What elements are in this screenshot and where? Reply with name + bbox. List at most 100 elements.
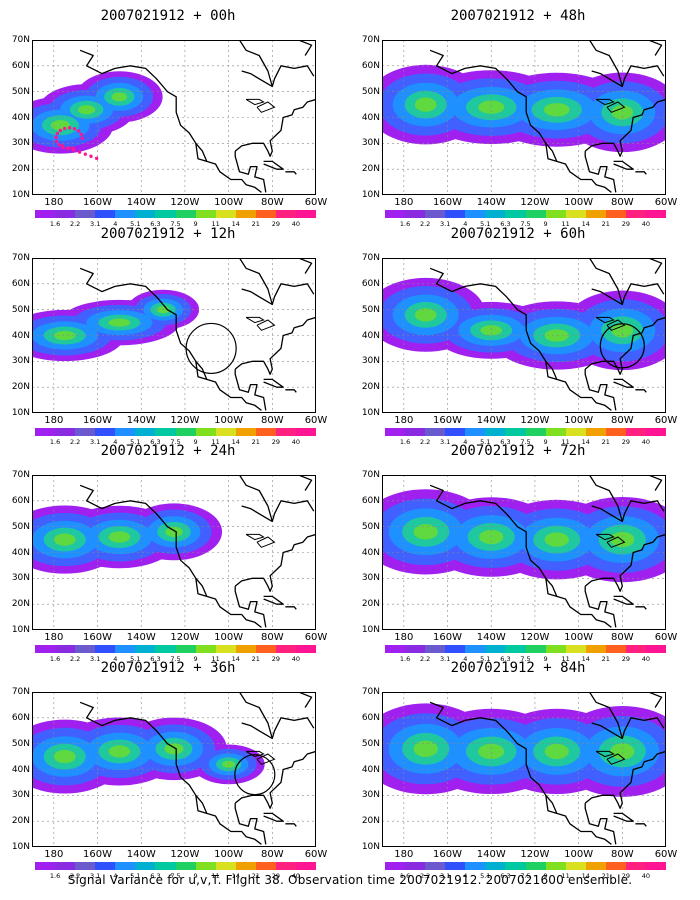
- longitude-tick-label: 140W: [476, 632, 506, 643]
- longitude-tick-label: 120W: [170, 849, 200, 860]
- colorbar-swatch: [565, 645, 586, 653]
- colorbar-level-label: 9: [193, 655, 198, 663]
- colorbar-level-label: 21: [251, 438, 260, 446]
- colorbar-level-label: 3.1: [440, 872, 451, 880]
- colorbar-swatch: [445, 862, 466, 870]
- colorbar-swatch: [505, 210, 526, 218]
- colorbar-level-label: 40: [641, 655, 651, 663]
- longitude-tick-label: 160W: [83, 197, 113, 208]
- forecast-panel: 2007021912 + 24h 70N 60N 50N 40N 30N 20N 10N 180…: [0, 443, 336, 663]
- longitude-tick-label: 140W: [126, 849, 156, 860]
- panel-title: 2007021912 + 24h: [100, 443, 236, 459]
- colorbar-level-label: 4: [113, 438, 118, 446]
- longitude-tick-label: 100W: [214, 849, 244, 860]
- colorbar-swatch: [275, 645, 297, 653]
- longitude-tick-label: 120W: [520, 197, 550, 208]
- longitude-tick-label: 100W: [214, 632, 244, 643]
- colorbar-level-label: 21: [251, 872, 260, 880]
- latitude-tick-label: 30N: [11, 356, 30, 367]
- colorbar-swatch: [405, 862, 426, 870]
- colorbar-swatch: [155, 645, 176, 653]
- map-plot: [32, 692, 316, 847]
- colorbar-level-label: 2.2: [69, 655, 81, 663]
- longitude-tick-label: 80W: [260, 197, 284, 208]
- latitude-tick-label: 60N: [11, 495, 30, 506]
- colorbar-swatch: [55, 645, 76, 653]
- target-area-circle: [599, 323, 645, 369]
- coastline: [429, 475, 666, 628]
- map-plot: [32, 40, 316, 195]
- colorbar-level-label: 7.5: [170, 220, 181, 228]
- colorbar-level-label: 11: [561, 872, 570, 880]
- colorbar-level-label: 9: [193, 220, 198, 228]
- colorbar-level-label: 7.5: [170, 872, 181, 880]
- colorbar-swatch: [585, 645, 606, 653]
- colorbar-level-label: 2.2: [69, 872, 81, 880]
- variance-contour-fill: [53, 526, 183, 546]
- panel-title: 2007021912 + 36h: [100, 660, 236, 676]
- colorbar-swatch: [195, 645, 216, 653]
- colorbar-swatch: [95, 428, 116, 436]
- colorbar-swatch: [35, 210, 56, 218]
- coastline: [79, 258, 316, 411]
- colorbar-level-label: 7.5: [520, 438, 531, 446]
- latitude-tick-label: 20N: [11, 382, 30, 393]
- colorbar-level-label: 3.1: [90, 655, 101, 663]
- colorbar-level-label: 29: [271, 872, 280, 880]
- colorbar-swatch: [405, 210, 426, 218]
- colorbar-level-label: 21: [601, 220, 610, 228]
- colorbar-swatch: [95, 645, 116, 653]
- colorbar-level-label: 40: [641, 872, 651, 880]
- graticule: [32, 692, 316, 847]
- longitude-tick-label: 180: [44, 415, 64, 426]
- colorbar-swatch: [55, 428, 76, 436]
- colorbar-level-label: 1.6: [399, 655, 411, 663]
- longitude-tick-label: 60W: [654, 632, 678, 643]
- colorbar-swatch: [255, 428, 276, 436]
- colorbar-level-label: 11: [561, 438, 570, 446]
- colorbar-swatch: [135, 428, 156, 436]
- colorbar: [35, 428, 317, 436]
- longitude-tick-label: 180: [44, 632, 64, 643]
- colorbar-swatch: [605, 210, 626, 218]
- colorbar-level-label: 4: [463, 438, 468, 446]
- longitude-tick-label: 80W: [260, 632, 284, 643]
- latitude-tick-label: 10N: [11, 408, 30, 418]
- colorbar-swatch: [605, 645, 626, 653]
- latitude-tick-label: 70N: [11, 687, 30, 697]
- colorbar-level-label: 29: [621, 872, 630, 880]
- longitude-tick-label: 180: [394, 197, 414, 208]
- latitude-tick-label: 20N: [11, 816, 30, 827]
- latitude-tick-label: 30N: [361, 790, 380, 801]
- colorbar-swatch: [485, 428, 506, 436]
- colorbar-level-label: 1.6: [399, 872, 411, 880]
- colorbar-swatch: [296, 210, 317, 218]
- colorbar-level-label: 5.1: [130, 655, 141, 663]
- colorbar-level-label: 9: [543, 220, 548, 228]
- map-frame: [382, 692, 666, 847]
- colorbar-level-label: 2.2: [419, 872, 431, 880]
- longitude-tick-label: 180: [394, 632, 414, 643]
- colorbar-swatch: [525, 862, 546, 870]
- longitude-tick-label: 160W: [83, 632, 113, 643]
- colorbar-level-label: 2.2: [69, 220, 81, 228]
- colorbar-swatch: [75, 862, 96, 870]
- colorbar-swatch: [296, 428, 317, 436]
- latitude-tick-label: 50N: [361, 521, 380, 532]
- colorbar-level-label: 3.1: [440, 220, 451, 228]
- latitude-tick-label: 20N: [361, 382, 380, 393]
- colorbar-swatch: [646, 428, 667, 436]
- latitude-tick-label: 40N: [11, 330, 30, 341]
- latitude-tick-label: 40N: [11, 764, 30, 775]
- colorbar-level-label: 2.2: [419, 220, 431, 228]
- colorbar-swatch: [275, 862, 297, 870]
- latitude-tick-label: 70N: [361, 470, 380, 480]
- colorbar-swatch: [585, 862, 606, 870]
- colorbar-swatch: [465, 428, 486, 436]
- panel-title: 2007021912 + 00h: [100, 8, 236, 24]
- colorbar-swatch: [385, 645, 406, 653]
- colorbar-swatch: [195, 428, 216, 436]
- colorbar-level-label: 21: [601, 872, 610, 880]
- latitude-tick-label: 50N: [11, 86, 30, 97]
- colorbar-swatch: [115, 210, 136, 218]
